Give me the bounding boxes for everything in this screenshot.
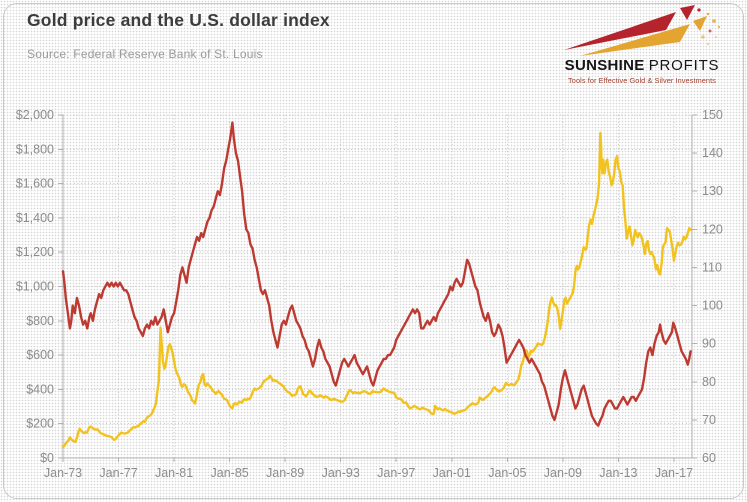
x-tick-label: Jan-17 [655, 466, 693, 480]
logo-name-profits: PROFITS [648, 57, 720, 74]
y-right-tick-label: 60 [702, 451, 716, 465]
axis-tick-labels: $0 $200 $400 $600 $800 $1,000 $1,200 $1,400 $1,6… [16, 108, 723, 480]
x-tick-label: Jan-05 [488, 466, 526, 480]
logo-dot [696, 8, 701, 12]
x-tick-label: Jan-01 [433, 466, 471, 480]
y-right-tick-label: 100 [702, 299, 723, 313]
logo-dot [706, 42, 709, 46]
logo-dot [717, 25, 720, 29]
logo-dot [708, 29, 711, 33]
y-right-tick-label: 130 [702, 184, 723, 198]
logo-dot [714, 36, 717, 38]
y-right-tick-label: 70 [702, 413, 716, 427]
x-tick-label: Jan-77 [99, 466, 137, 480]
y-left-tick-label: $600 [26, 348, 54, 362]
logo-dot [706, 12, 709, 16]
logo-tagline: Tools for Effective Gold & Silver Invest… [568, 76, 716, 85]
x-tick-label: Jan-13 [599, 466, 637, 480]
y-left-tick-label: $1,200 [16, 245, 54, 259]
logo-name-sunshine: SUNSHINE [564, 57, 645, 74]
logo-wordmark: SUNSHINE PROFITS [565, 58, 720, 74]
y-left-tick-label: $2,000 [16, 108, 54, 122]
y-right-tick-label: 90 [702, 337, 716, 351]
y-right-tick-label: 140 [702, 146, 723, 160]
x-tick-label: Jan-81 [155, 466, 193, 480]
y-left-tick-label: $0 [40, 451, 54, 465]
series-lines [61, 121, 692, 449]
y-right-tick-label: 120 [702, 222, 723, 236]
y-left-tick-label: $800 [26, 314, 54, 328]
y-right-tick-label: 110 [702, 260, 722, 274]
chart-card [3, 3, 744, 499]
axes [58, 114, 697, 462]
logo-dot [711, 19, 716, 23]
logo-dot [700, 35, 705, 39]
y-left-tick-label: $1,400 [16, 211, 54, 225]
y-right-tick-label: 80 [702, 375, 716, 389]
y-left-tick-label: $200 [26, 417, 54, 431]
series-line-dollar-index [61, 121, 692, 427]
x-tick-label: Jan-93 [322, 466, 360, 480]
logo-arrows-icon [563, 5, 720, 56]
x-tick-label: Jan-73 [44, 466, 82, 480]
y-left-tick-label: $1,800 [16, 142, 54, 156]
page-title: Gold price and the U.S. dollar index [27, 10, 330, 30]
source-note: Source: Federal Reserve Bank of St. Loui… [27, 47, 263, 61]
y-left-tick-label: $1,000 [16, 280, 54, 294]
x-tick-label: Jan-09 [544, 466, 582, 480]
series-line-gold-price [61, 131, 692, 449]
y-left-tick-label: $1,600 [16, 177, 54, 191]
y-right-tick-label: 150 [702, 108, 723, 122]
gridlines [62, 114, 692, 459]
sunshine-profits-logo: SUNSHINE PROFITS Tools for Effective Gol… [553, 4, 731, 85]
y-left-tick-label: $400 [26, 382, 54, 396]
x-tick-label: Jan-85 [211, 466, 249, 480]
x-tick-label: Jan-97 [377, 466, 415, 480]
x-tick-label: Jan-89 [266, 466, 304, 480]
